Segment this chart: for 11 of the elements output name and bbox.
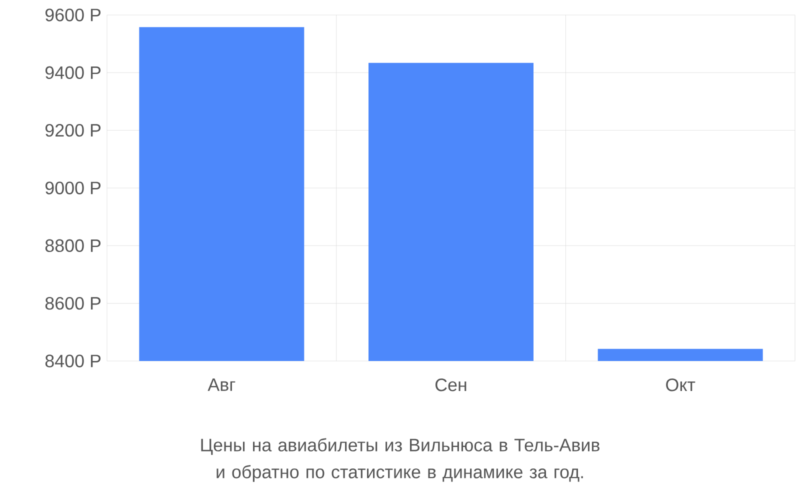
y-tick-label: 8800 Р: [45, 239, 101, 252]
y-tick-label: 9200 Р: [45, 124, 101, 137]
x-tick-label: Окт: [666, 378, 696, 392]
x-tick-label: Авг: [208, 378, 236, 391]
y-tick-label: 8400 Р: [45, 354, 101, 368]
y-tick-label: 8600 Р: [45, 296, 101, 310]
y-tick-label: 9600 Р: [45, 8, 101, 22]
text: Цены на авиабилеты из Вильнюса в Тель-Авив и обратно по статистике в динамике за год.: [201, 438, 600, 482]
y-tick-label: 9400 Р: [45, 66, 101, 80]
x-tick-label: Сен: [435, 378, 466, 392]
y-tick-label: 9000 Р: [45, 182, 101, 194]
